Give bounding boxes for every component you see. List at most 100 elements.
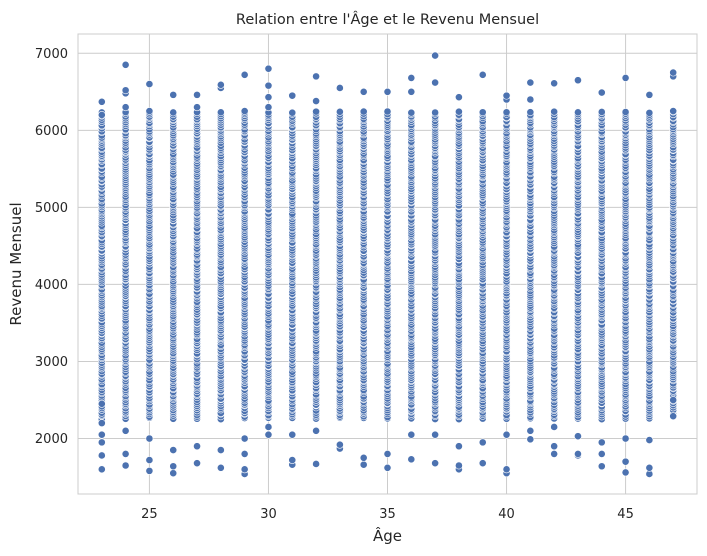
data-point bbox=[264, 81, 273, 90]
data-point bbox=[193, 442, 201, 451]
y-tick-label: 2000 bbox=[35, 432, 68, 447]
data-point bbox=[288, 456, 297, 464]
data-point bbox=[145, 466, 154, 475]
data-point bbox=[264, 93, 273, 102]
data-point bbox=[264, 430, 273, 439]
data-point bbox=[145, 456, 154, 464]
data-point bbox=[335, 440, 344, 449]
data-point bbox=[574, 108, 582, 117]
data-point bbox=[312, 426, 320, 435]
data-point bbox=[193, 103, 201, 112]
data-point bbox=[121, 426, 130, 435]
data-point bbox=[97, 430, 106, 439]
data-point bbox=[240, 465, 249, 474]
data-point bbox=[407, 455, 416, 464]
data-point bbox=[383, 87, 392, 96]
data-point bbox=[121, 450, 130, 458]
y-tick-labels: 2000 3000 4000 5000 6000 7000 bbox=[35, 47, 68, 447]
data-point bbox=[669, 107, 678, 115]
data-point bbox=[169, 90, 178, 99]
x-tick-label: 35 bbox=[379, 507, 396, 522]
data-point bbox=[383, 107, 392, 116]
data-point bbox=[121, 461, 130, 470]
data-point bbox=[597, 450, 606, 458]
data-point bbox=[240, 434, 249, 443]
data-point bbox=[621, 434, 630, 443]
data-point bbox=[526, 108, 535, 117]
data-point bbox=[502, 430, 511, 439]
data-point bbox=[97, 465, 106, 474]
data-point bbox=[550, 442, 559, 451]
data-point bbox=[597, 438, 606, 447]
data-point bbox=[550, 79, 559, 88]
data-point bbox=[455, 442, 463, 451]
data-point bbox=[383, 463, 392, 472]
data-point bbox=[97, 399, 106, 408]
data-point bbox=[645, 436, 654, 444]
data-point bbox=[97, 97, 106, 106]
data-point bbox=[574, 450, 582, 458]
data-point bbox=[431, 108, 440, 117]
data-point bbox=[240, 450, 249, 458]
data-point bbox=[121, 103, 130, 112]
data-point bbox=[288, 91, 297, 100]
data-point bbox=[335, 84, 344, 92]
data-point bbox=[597, 462, 606, 471]
data-point bbox=[597, 88, 606, 97]
data-point bbox=[264, 64, 273, 73]
data-point bbox=[455, 107, 463, 116]
data-point bbox=[216, 463, 225, 472]
y-tick-label: 5000 bbox=[35, 201, 68, 216]
data-point bbox=[597, 108, 606, 116]
data-point bbox=[169, 469, 178, 478]
data-point bbox=[645, 90, 654, 99]
data-point bbox=[216, 80, 225, 89]
data-point bbox=[216, 446, 225, 454]
data-point bbox=[645, 463, 654, 472]
data-point bbox=[478, 70, 487, 79]
data-point bbox=[312, 460, 320, 468]
data-point bbox=[574, 432, 582, 441]
data-point bbox=[526, 426, 535, 435]
data-point bbox=[645, 108, 654, 117]
data-point bbox=[502, 465, 511, 474]
data-point bbox=[216, 108, 225, 117]
x-axis-label: Âge bbox=[373, 526, 402, 545]
y-tick-label: 7000 bbox=[35, 47, 68, 62]
data-point bbox=[621, 457, 630, 466]
x-tick-labels: 25 30 35 40 45 bbox=[141, 507, 634, 522]
data-point bbox=[550, 423, 559, 431]
data-point bbox=[121, 86, 130, 95]
data-point bbox=[407, 87, 416, 96]
data-point bbox=[455, 93, 463, 102]
data-point bbox=[312, 72, 320, 81]
data-point bbox=[478, 459, 487, 468]
y-axis-label: Revenu Mensuel bbox=[7, 202, 25, 325]
data-point bbox=[312, 97, 320, 105]
data-point bbox=[169, 108, 178, 117]
data-point bbox=[121, 60, 130, 69]
data-point bbox=[526, 95, 535, 104]
data-point bbox=[478, 108, 487, 117]
data-point bbox=[97, 419, 106, 428]
data-point bbox=[288, 108, 297, 117]
data-point bbox=[169, 446, 178, 454]
x-tick-label: 40 bbox=[498, 507, 515, 522]
data-point bbox=[240, 70, 249, 79]
y-tick-label: 4000 bbox=[35, 278, 68, 293]
data-point bbox=[359, 87, 368, 96]
data-point bbox=[431, 430, 440, 439]
chart-title: Relation entre l'Âge et le Revenu Mensue… bbox=[236, 10, 539, 28]
data-point bbox=[526, 435, 535, 444]
data-point bbox=[407, 74, 416, 82]
data-point bbox=[455, 461, 463, 470]
y-tick-label: 6000 bbox=[35, 124, 68, 139]
data-point bbox=[145, 80, 154, 88]
data-point bbox=[669, 412, 678, 421]
data-point bbox=[526, 78, 535, 87]
data-point bbox=[383, 450, 392, 458]
data-point bbox=[97, 438, 106, 447]
data-point bbox=[550, 107, 559, 116]
data-point bbox=[288, 430, 297, 439]
